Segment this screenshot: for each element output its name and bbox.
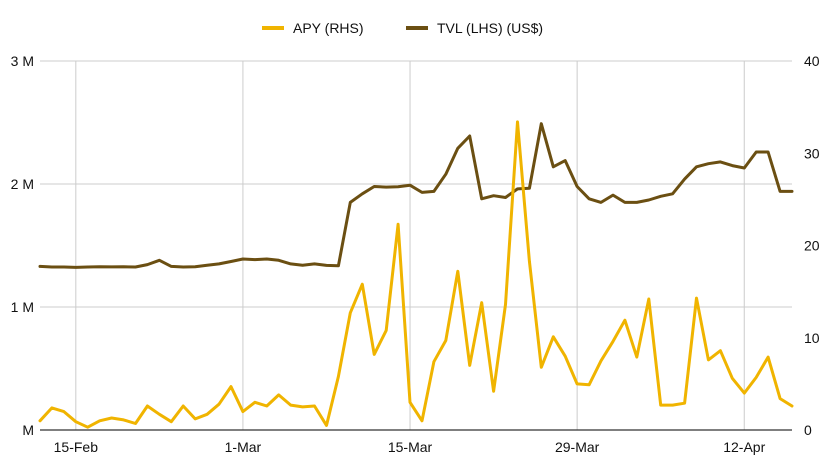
x-axis-tick-label: 12-Apr (723, 439, 765, 455)
right-axis-tick-label: 10 (804, 330, 820, 346)
right-axis-tick-label: 30 (804, 145, 820, 161)
axes: M 1 M 2 M 3 M 0 10 20 30 40 15-Feb 1-Mar 15-Mar 29-M… (11, 53, 820, 455)
legend: APY (RHS) TVL (LHS) (US$) (262, 20, 543, 36)
legend-swatch-tvl (406, 26, 428, 30)
left-axis-tick-label: 1 M (11, 299, 34, 315)
right-axis-tick-label: 0 (804, 422, 812, 438)
right-axis-tick-label: 40 (804, 53, 820, 69)
x-axis-tick-label: 29-Mar (555, 439, 600, 455)
x-axis-tick-label: 15-Mar (388, 439, 433, 455)
series-lines (38, 120, 794, 429)
legend-swatch-apy (262, 26, 284, 30)
left-axis-tick-label: 2 M (11, 176, 34, 192)
right-axis-tick-label: 20 (804, 238, 820, 254)
x-axis-tick-label: 1-Mar (225, 439, 262, 455)
left-axis-tick-label: M (22, 422, 34, 438)
tvl-series-line (38, 122, 794, 269)
apy-series-line (38, 120, 794, 429)
legend-label-apy: APY (RHS) (293, 20, 364, 36)
x-axis-tick-label: 15-Feb (54, 439, 99, 455)
legend-label-tvl: TVL (LHS) (US$) (437, 20, 543, 36)
gridlines (40, 60, 792, 431)
left-axis-tick-label: 3 M (11, 53, 34, 69)
